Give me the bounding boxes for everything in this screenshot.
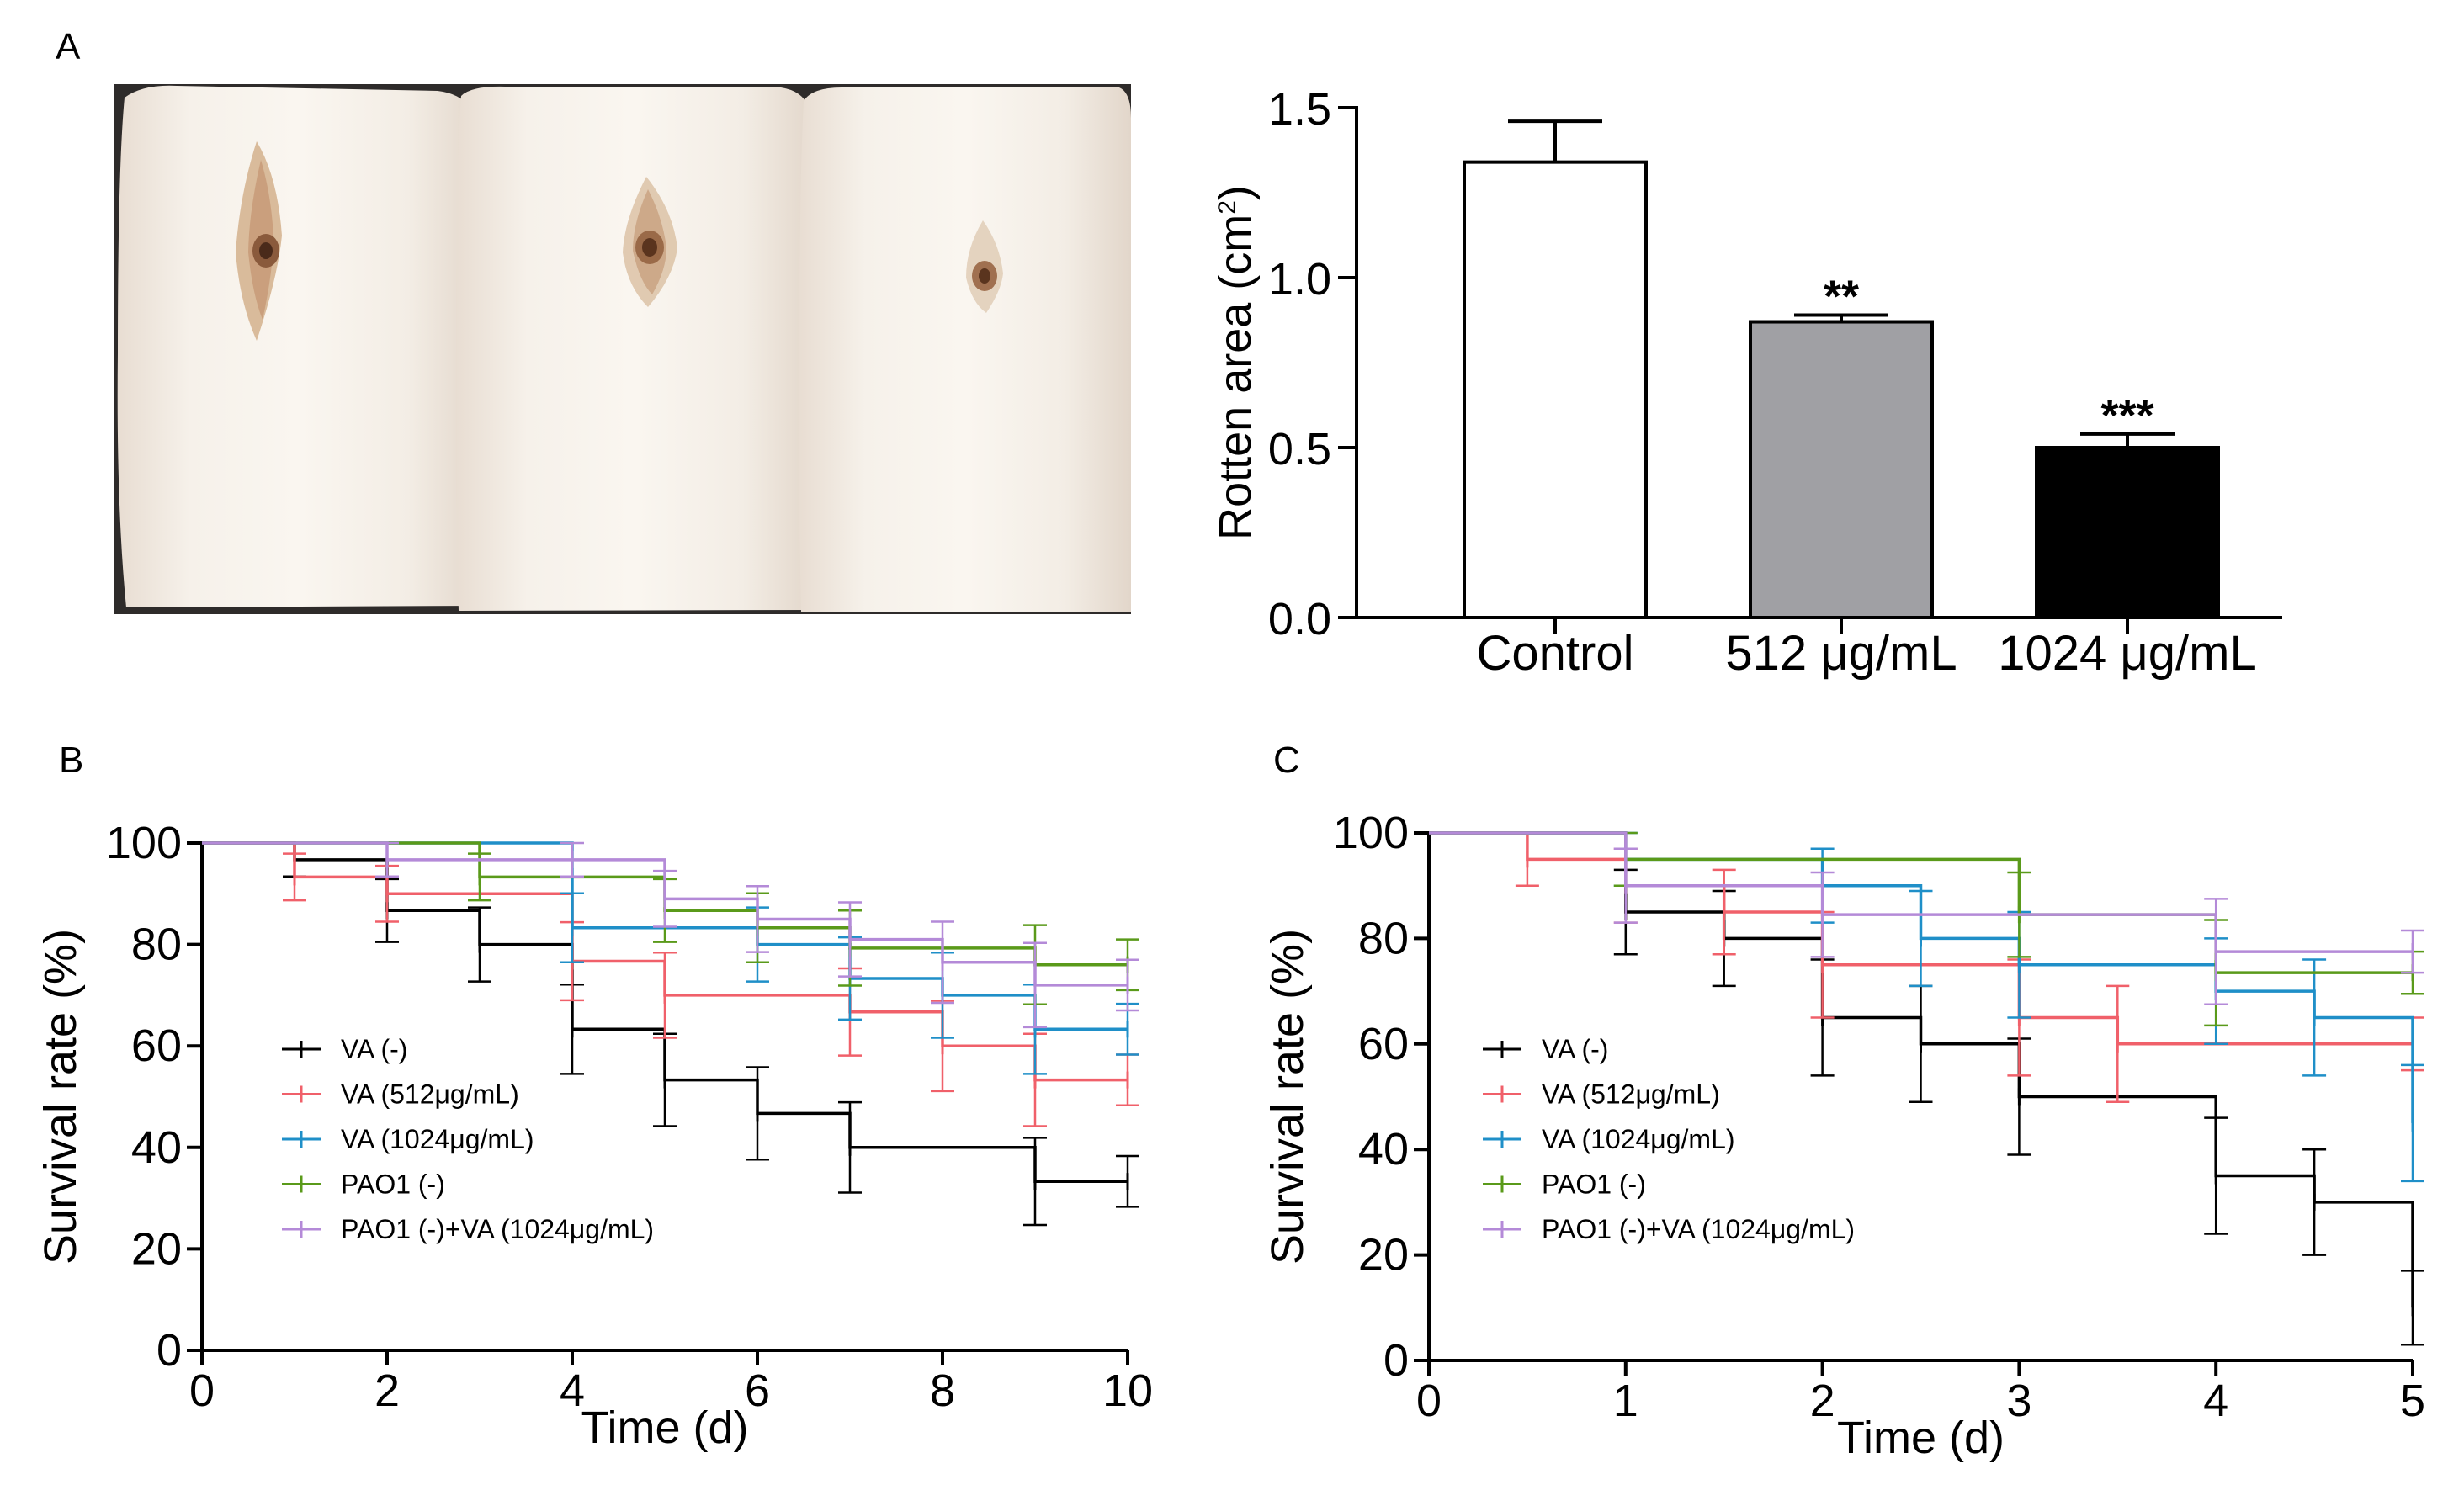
potato-slice-2 <box>455 86 815 611</box>
y-tick-label: 0 <box>1383 1335 1409 1386</box>
y-tick-label: 0.0 <box>1268 594 1331 644</box>
x-tick-label: 1 <box>1613 1376 1638 1426</box>
wound-2 <box>623 177 677 307</box>
y-axis-title: Survival rate (%) <box>1262 929 1313 1265</box>
survival-curve-2 <box>1429 831 2413 1046</box>
category-label: 1024 μg/mL <box>1998 626 2257 681</box>
x-axis-title: Time (d) <box>581 1403 749 1453</box>
bar-2 <box>1749 320 1934 619</box>
legend-label: VA (512μg/mL) <box>341 1079 519 1110</box>
legend-label: PAO1 (-) <box>341 1169 445 1200</box>
y-tick-label: 0.5 <box>1268 424 1331 475</box>
category-label: Control <box>1477 626 1634 681</box>
y-axis-title-superscript: 2 <box>1213 200 1241 215</box>
x-tick-label: 5 <box>2400 1376 2425 1426</box>
panel-label-a: A <box>56 26 81 67</box>
survival-chart-b: 0 20 40 60 80 100 0 2 4 6 8 10 Time (d) Survival rate… <box>35 818 1153 1453</box>
y-tick-label: 100 <box>1333 808 1409 858</box>
legend-label: PAO1 (-)+VA (1024μg/mL) <box>1542 1214 1855 1244</box>
bar-1 <box>1463 160 1648 619</box>
x-axis-title: Time (d) <box>1837 1413 2005 1463</box>
y-axis-title: Survival rate (%) <box>35 929 86 1265</box>
y-tick-label: 20 <box>1358 1230 1409 1281</box>
x-tick-label: 6 <box>745 1365 770 1416</box>
potato-slice-1 <box>117 85 481 608</box>
potato-slice-3 <box>799 87 1131 612</box>
panel-label-c: C <box>1273 740 1300 781</box>
x-tick-label: 4 <box>2203 1376 2228 1426</box>
wound-1 <box>236 141 282 341</box>
y-tick-label: 80 <box>131 920 182 970</box>
x-tick-label: 2 <box>1810 1376 1835 1426</box>
x-tick-label: 2 <box>374 1365 400 1416</box>
x-tick-label: 8 <box>930 1365 955 1416</box>
x-tick-label: 3 <box>2006 1376 2031 1426</box>
survival-curve-1 <box>202 841 1128 1183</box>
y-tick-label: 40 <box>131 1122 182 1173</box>
y-tick-label: 40 <box>1358 1124 1409 1175</box>
category-label: 512 μg/mL <box>1725 626 1957 681</box>
x-tick-label: 10 <box>1102 1365 1153 1416</box>
survival-chart-c: 0 20 40 60 80 100 0 1 2 3 4 5 Time (d) Survival rate … <box>1262 808 2425 1463</box>
y-tick-label: 100 <box>106 818 182 868</box>
bar-3 <box>2035 446 2220 619</box>
y-tick-label: 60 <box>1358 1019 1409 1069</box>
legend-label: VA (-) <box>1542 1034 1608 1064</box>
y-tick-label: 0 <box>157 1325 182 1376</box>
significance-marker: *** <box>2100 390 2153 441</box>
x-tick-label: 0 <box>189 1365 215 1416</box>
legend-label: VA (-) <box>341 1034 407 1064</box>
x-tick-label: 4 <box>560 1365 585 1416</box>
wound-3 <box>966 220 1003 313</box>
legend-label: PAO1 (-) <box>1542 1169 1646 1200</box>
panel-label-b: B <box>59 740 83 781</box>
legend-label: PAO1 (-)+VA (1024μg/mL) <box>341 1214 654 1244</box>
significance-marker: ** <box>1824 271 1859 321</box>
y-tick-label: 1.0 <box>1268 254 1331 305</box>
legend-label: VA (1024μg/mL) <box>341 1124 534 1154</box>
y-tick-label: 20 <box>131 1223 182 1274</box>
y-tick-label: 60 <box>131 1021 182 1071</box>
legend-label: VA (512μg/mL) <box>1542 1079 1720 1110</box>
y-tick-label: 80 <box>1358 913 1409 963</box>
x-tick-label: 0 <box>1416 1376 1442 1426</box>
y-axis-title-text: Rotten area (cm <box>1210 215 1261 540</box>
y-axis-title: Rotten area (cm2) <box>1210 185 1261 540</box>
potato-slices-photo <box>114 84 1131 614</box>
y-tick-label: 1.5 <box>1268 84 1331 135</box>
legend-label: VA (1024μg/mL) <box>1542 1124 1735 1154</box>
y-axis-title-close: ) <box>1210 185 1261 200</box>
